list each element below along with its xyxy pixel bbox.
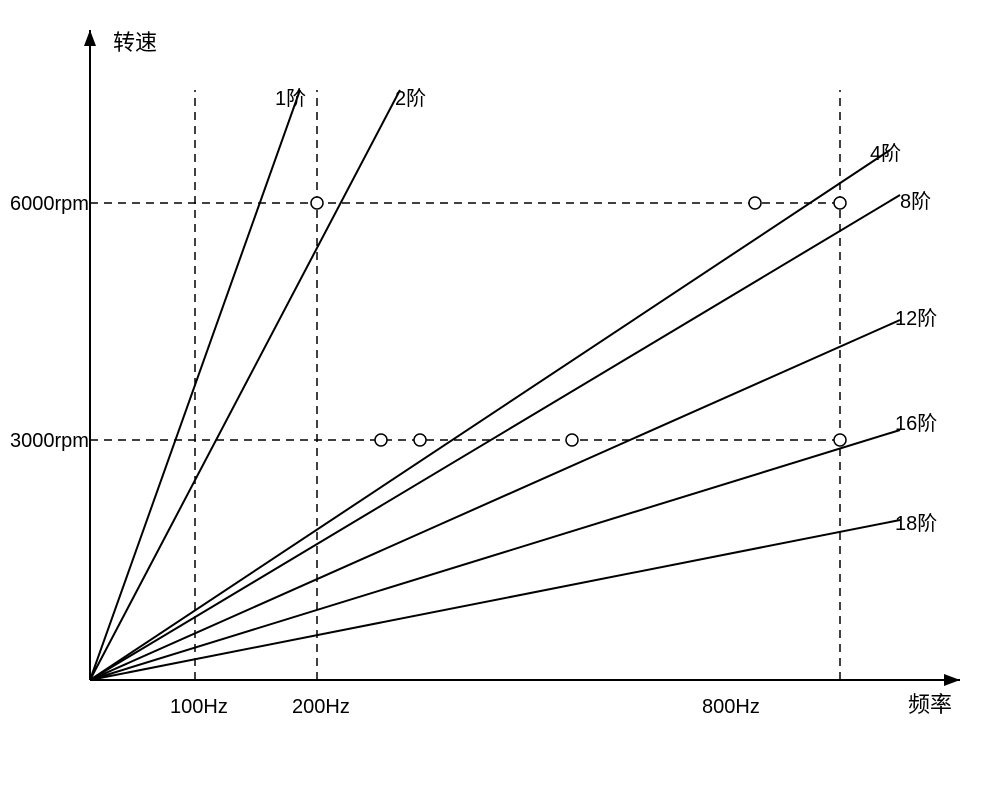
order-line (90, 320, 900, 680)
order-line-label: 12阶 (895, 307, 937, 330)
x-axis-arrow-icon (944, 674, 960, 686)
intersection-marker (834, 197, 846, 209)
y-axis-label: 转速 (113, 30, 157, 55)
x-tick-label: 200Hz (292, 696, 350, 718)
order-line (90, 90, 400, 680)
order-line-label: 16阶 (895, 412, 937, 435)
intersection-marker (414, 434, 426, 446)
intersection-marker (375, 434, 387, 446)
order-line-label: 8阶 (900, 190, 931, 213)
x-tick-label: 800Hz (702, 696, 760, 718)
intersection-marker (834, 434, 846, 446)
order-line (90, 195, 900, 680)
intersection-marker (311, 197, 323, 209)
order-line-label: 4阶 (870, 142, 901, 165)
y-tick-label: 3000rpm (10, 430, 89, 452)
order-frequency-diagram: 1阶 2阶 4阶 8阶 12阶 16阶 18阶 转速频率 6000rpm 3000rpm 100Hz… (0, 0, 1000, 789)
y-tick-label: 6000rpm (10, 193, 89, 215)
x-axis-label: 频率 (908, 692, 952, 717)
intersection-marker (749, 197, 761, 209)
intersection-marker (566, 434, 578, 446)
x-tick-label: 100Hz (170, 696, 228, 718)
order-line-label: 2阶 (395, 87, 426, 110)
order-line-label: 1阶 (275, 87, 306, 110)
order-line-label: 18阶 (895, 512, 937, 535)
y-axis-arrow-icon (84, 30, 96, 46)
order-line (90, 430, 900, 680)
